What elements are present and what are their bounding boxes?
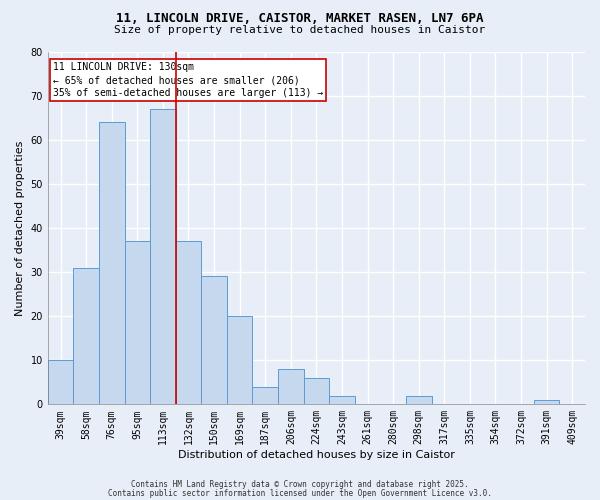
Bar [73,268,99,404]
X-axis label: Distribution of detached houses by size in Caistor: Distribution of detached houses by size … [178,450,455,460]
Text: Contains HM Land Registry data © Crown copyright and database right 2025.: Contains HM Land Registry data © Crown c… [131,480,469,489]
Text: Size of property relative to detached houses in Caistor: Size of property relative to detached ho… [115,25,485,35]
Bar [99,122,125,405]
Bar [227,316,253,404]
Text: 11, LINCOLN DRIVE, CAISTOR, MARKET RASEN, LN7 6PA: 11, LINCOLN DRIVE, CAISTOR, MARKET RASEN… [116,12,484,26]
Bar [329,396,355,404]
Bar [125,241,150,404]
Text: Contains public sector information licensed under the Open Government Licence v3: Contains public sector information licen… [108,488,492,498]
Bar [304,378,329,404]
Bar [534,400,559,404]
Bar [201,276,227,404]
Bar [176,241,201,404]
Bar [253,386,278,404]
Text: 11 LINCOLN DRIVE: 130sqm
← 65% of detached houses are smaller (206)
35% of semi-: 11 LINCOLN DRIVE: 130sqm ← 65% of detach… [53,62,323,98]
Bar [278,369,304,404]
Bar [150,109,176,405]
Bar [406,396,431,404]
Bar [48,360,73,405]
Y-axis label: Number of detached properties: Number of detached properties [15,140,25,316]
